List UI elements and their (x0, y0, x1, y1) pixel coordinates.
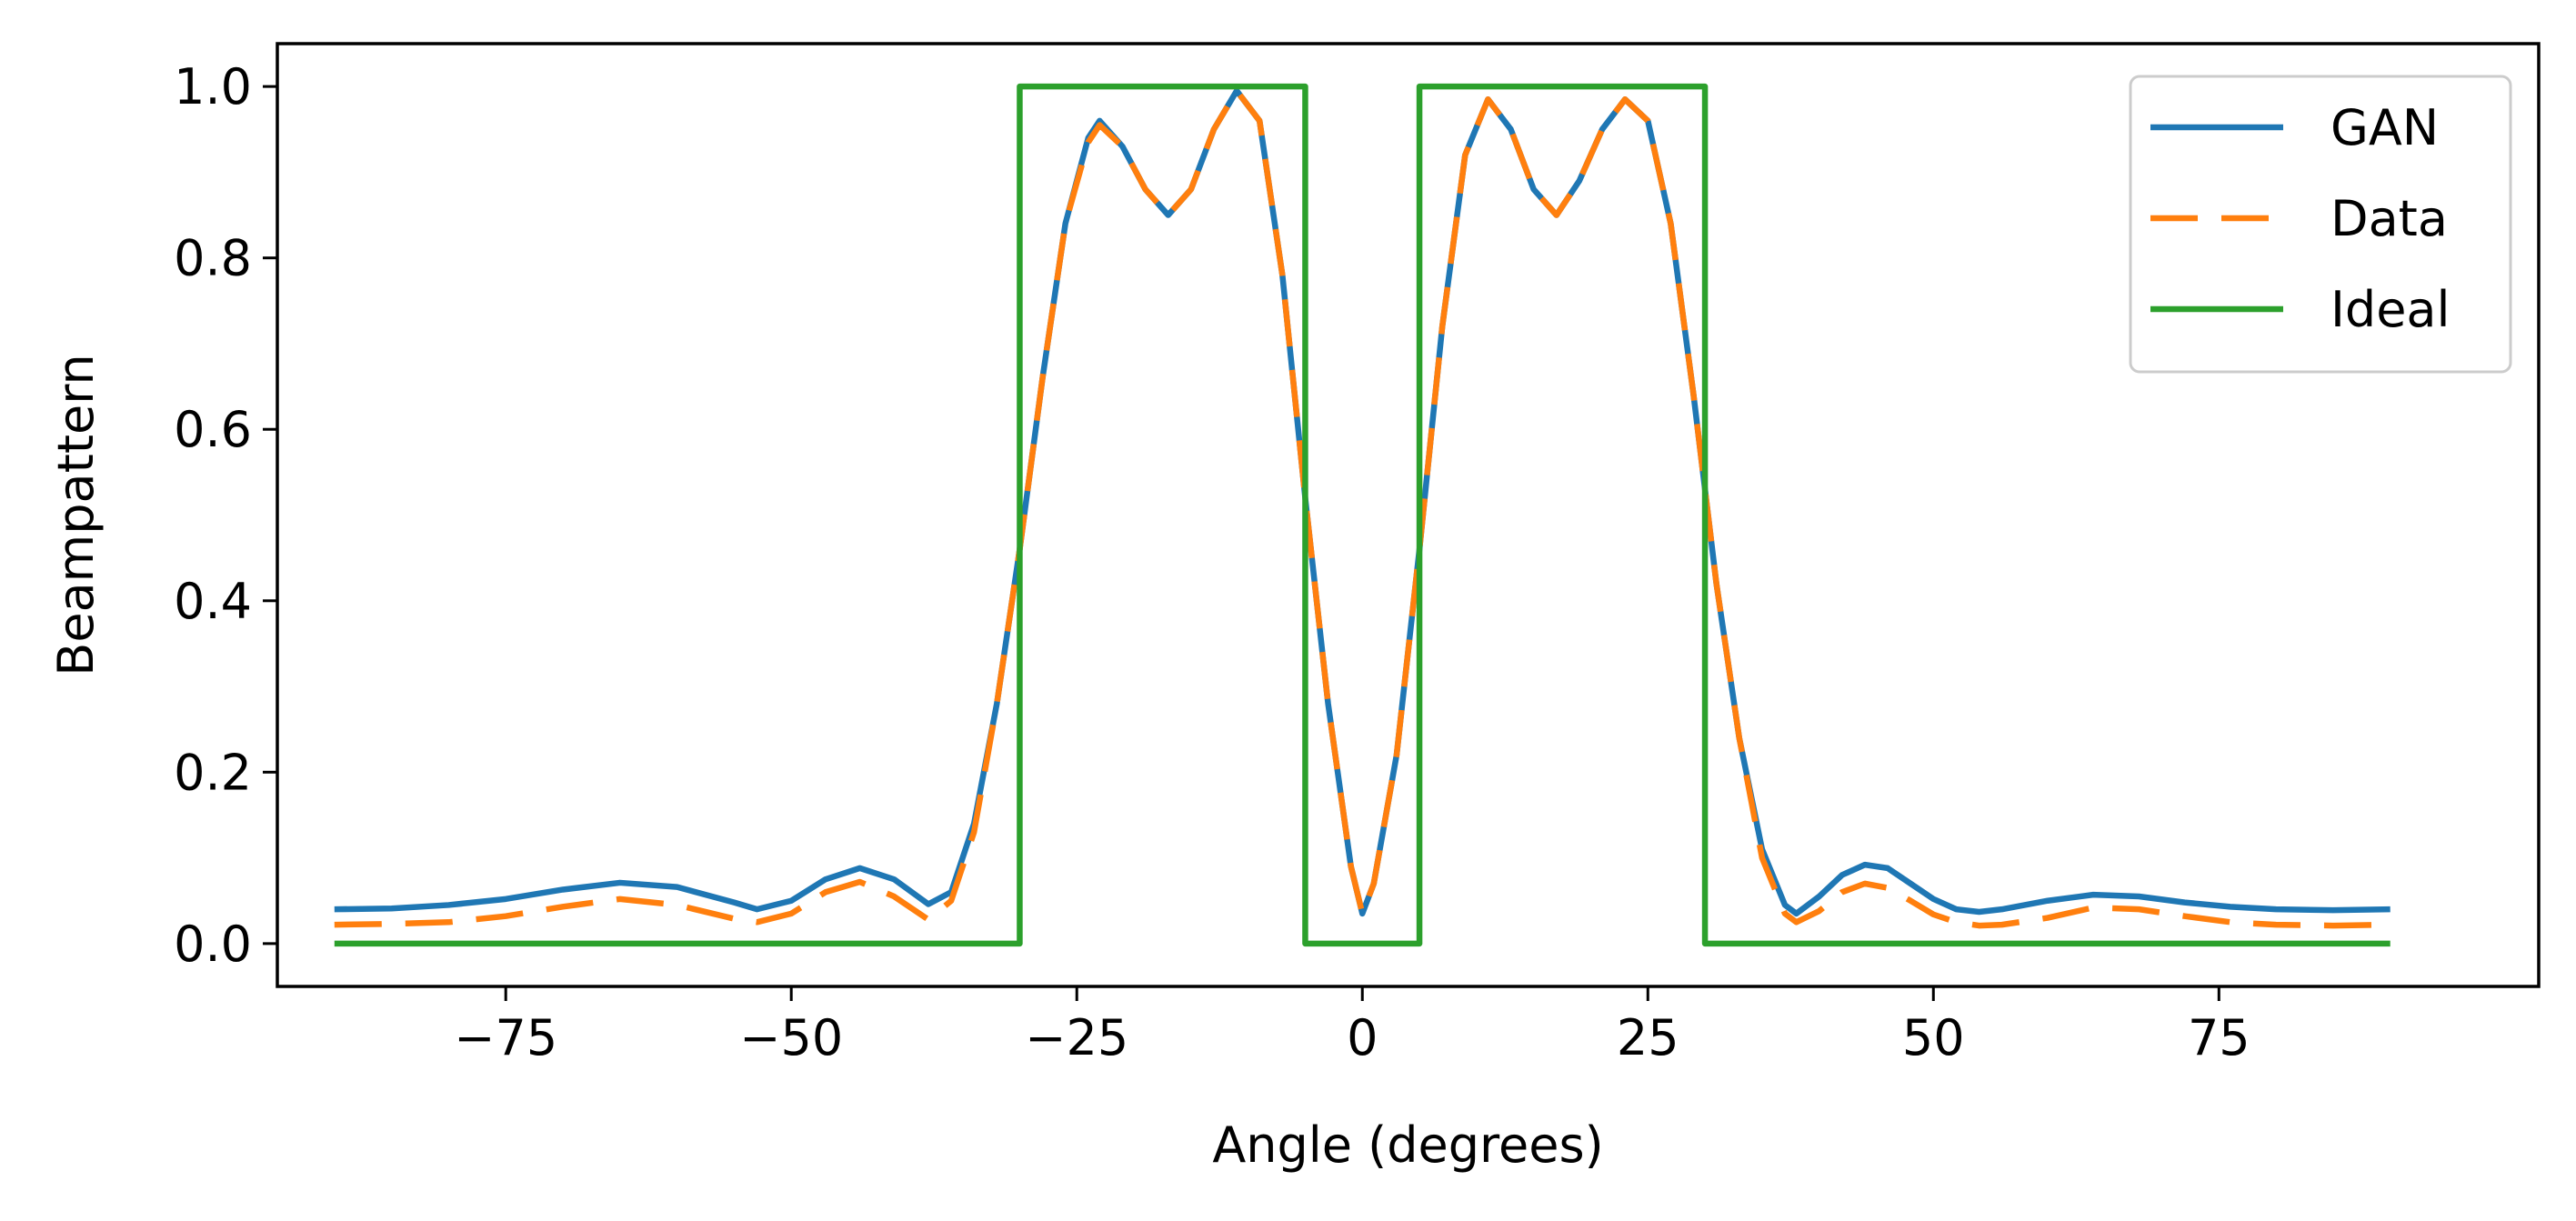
x-axis-ticks: −75 −50 −25 0 25 50 75 (454, 986, 2250, 1066)
series-line-data (334, 87, 2391, 929)
series-line-ideal (334, 83, 2391, 947)
y-tick-label: 0.8 (174, 230, 252, 287)
y-tick-label: 0.4 (174, 573, 252, 630)
x-tick-label: 75 (2188, 1009, 2250, 1066)
x-tick-label: 50 (1902, 1009, 1965, 1066)
legend-box (2129, 75, 2512, 374)
x-axis-label: Angle (degrees) (1212, 1116, 1603, 1174)
legend-label-gan: GAN (2330, 99, 2439, 156)
x-tick-label: 0 (1347, 1009, 1378, 1066)
x-tick-label: −75 (454, 1009, 557, 1066)
y-tick-label: 1.0 (174, 58, 252, 115)
series-layer (334, 83, 2391, 947)
y-tick-label: 0.6 (174, 401, 252, 458)
legend-label-ideal: Ideal (2330, 281, 2451, 338)
y-axis-ticks: 0.0 0.2 0.4 0.6 0.8 1.0 (174, 58, 277, 973)
y-tick-label: 0.2 (174, 744, 252, 801)
x-tick-label: −25 (1025, 1009, 1128, 1066)
y-tick-label: 0.0 (174, 916, 252, 973)
plot-frame (276, 42, 2541, 988)
legend: GAN Data Ideal (2129, 75, 2512, 374)
x-tick-label: 25 (1617, 1009, 1679, 1066)
y-axis-label: Beampattern (47, 354, 105, 676)
x-tick-label: −50 (739, 1009, 843, 1066)
legend-label-data: Data (2330, 190, 2448, 247)
